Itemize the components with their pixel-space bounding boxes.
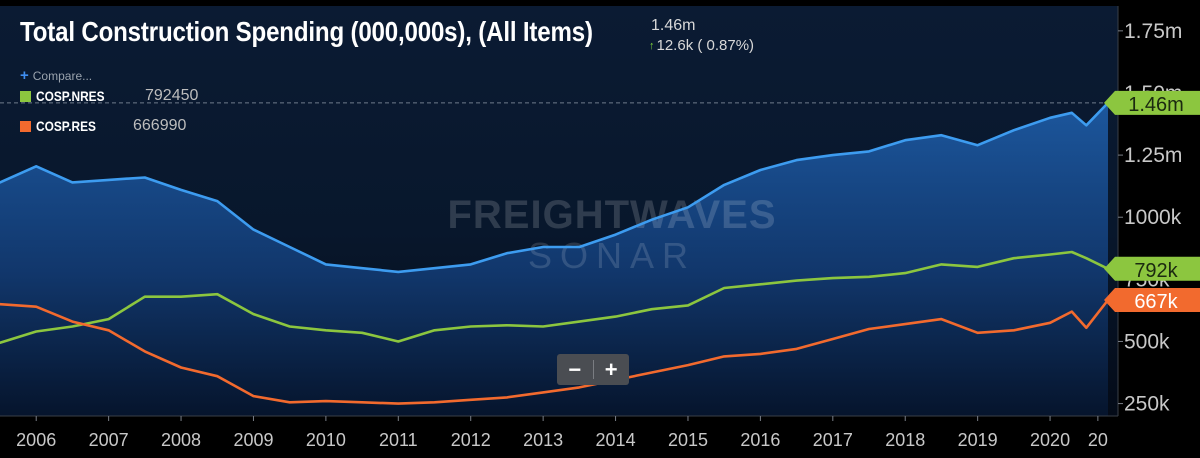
plus-icon: +: [20, 67, 29, 84]
watermark-logo: FREIGHTWAVES: [447, 193, 776, 237]
y-tick-label: 1.75m: [1124, 20, 1182, 43]
end-label-badge: [1104, 90, 1200, 115]
total-series-line: [0, 101, 1110, 274]
legend-name: COSP.NRES: [36, 88, 105, 104]
total-end-label: 1.46m: [1104, 90, 1200, 116]
x-tick-label: 2016: [740, 430, 780, 450]
x-tick-label: 2020: [1030, 430, 1070, 450]
legend-value: 666990: [133, 117, 187, 134]
res-end-label: 667k: [1104, 287, 1200, 313]
x-tick-label: 2010: [306, 430, 346, 450]
watermark-sonar: SONAR: [528, 235, 696, 276]
x-tick-label: 2007: [89, 430, 129, 450]
legend-name: COSP.RES: [36, 118, 96, 134]
x-tick-label: 2008: [161, 430, 201, 450]
y-tick-label: 250k: [1124, 393, 1170, 416]
change-text: 12.6k ( 0.87%): [656, 37, 755, 54]
x-tick-label: 2009: [233, 430, 273, 450]
y-tick-label: 1000k: [1124, 206, 1182, 229]
nres-end-label: 792k: [1104, 256, 1200, 282]
end-label-text: 792k: [1134, 260, 1178, 282]
res-series-line: [0, 298, 1110, 405]
end-label-text: 1.46m: [1128, 94, 1184, 116]
x-tick-label: 2018: [885, 430, 925, 450]
x-tick-label: 2017: [813, 430, 853, 450]
chart-title: Total Construction Spending (000,000s), …: [20, 16, 593, 47]
compare-label: Compare...: [32, 69, 93, 83]
legend-value: 792450: [145, 87, 199, 104]
x-tick-label: 2019: [958, 430, 998, 450]
change-indicator: ↑ 12.6k ( 0.87%): [649, 37, 754, 54]
x-tick-label: 2014: [596, 430, 636, 450]
x-tick-label: 2012: [451, 430, 491, 450]
legend-item-nres[interactable]: COSP.NRES 792450: [20, 87, 198, 104]
zoom-divider: [592, 360, 594, 379]
x-tick-label: 20: [1088, 430, 1108, 450]
zoom-control: − +: [557, 354, 629, 385]
zoom-out-button[interactable]: −: [568, 357, 582, 382]
y-tick-label: 500k: [1124, 330, 1170, 353]
legend-item-res[interactable]: COSP.RES 666990: [20, 117, 186, 134]
compare-button[interactable]: + Compare...: [20, 67, 92, 84]
legend-swatch: [20, 121, 31, 132]
zoom-in-button[interactable]: +: [604, 357, 618, 382]
end-label-badge: [1104, 287, 1200, 312]
y-tick-label: 1.25m: [1124, 144, 1182, 167]
end-label-badge: [1104, 256, 1200, 281]
x-tick-label: 2011: [379, 430, 418, 450]
x-tick-label: 2015: [668, 430, 708, 450]
up-arrow-icon: ↑: [649, 40, 655, 52]
nres-series-line: [0, 250, 1110, 344]
legend-swatch: [20, 91, 31, 102]
current-value: 1.46m: [651, 17, 696, 34]
total-area-fill: [0, 102, 1108, 417]
x-tick-label: 2013: [523, 430, 563, 450]
end-label-text: 667k: [1134, 291, 1178, 313]
x-tick-label: 2006: [16, 430, 56, 450]
